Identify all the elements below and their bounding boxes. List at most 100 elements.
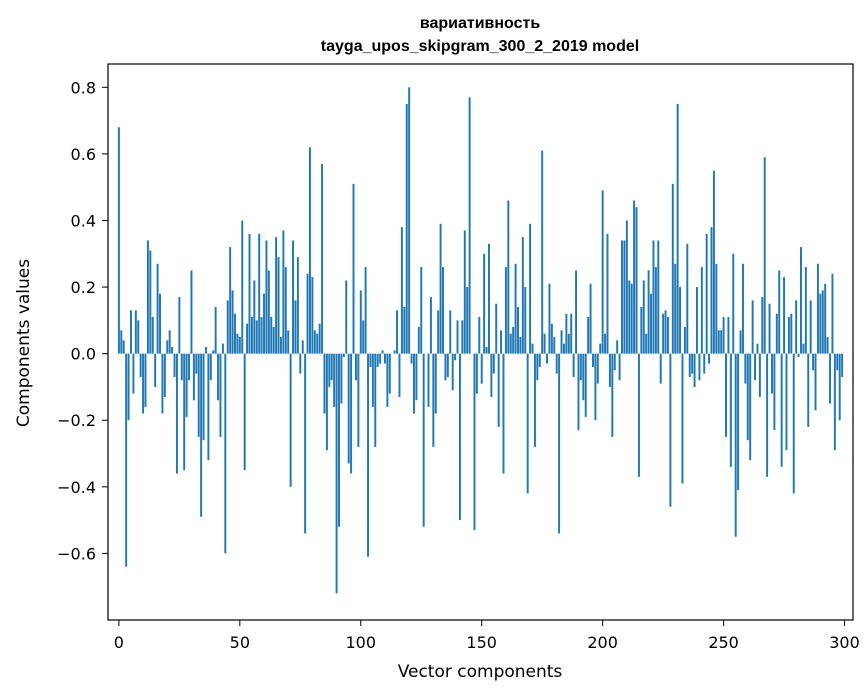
y-tick-label: 0.6 [71,145,96,164]
bar [786,354,788,451]
bar [483,254,485,354]
bar [793,354,795,494]
bar [154,354,156,387]
bar [611,354,613,437]
bar [628,280,630,353]
bar [764,157,766,353]
bar [447,354,449,377]
bar [473,354,475,530]
bar [609,354,611,387]
bar [132,354,134,394]
bar [604,334,606,354]
bar [449,310,451,353]
bar [166,340,168,353]
bar [251,317,253,354]
bar [674,264,676,354]
bar [365,267,367,354]
bar [667,317,669,354]
bar [292,240,294,353]
bar [534,354,536,447]
bar [217,354,219,401]
y-tick-label: 0.2 [71,278,96,297]
bar [761,297,763,354]
bar [249,234,251,354]
bar [309,147,311,353]
bar [164,354,166,397]
bar [253,280,255,353]
bar [720,330,722,353]
bar [135,310,137,353]
bar [118,127,120,353]
bar [178,297,180,354]
bar [263,294,265,354]
bar [227,300,229,353]
bar [544,334,546,354]
bar [413,354,415,414]
bar [752,300,754,353]
bar [529,224,531,354]
bar [568,334,570,354]
bar [437,310,439,353]
bar [261,317,263,354]
x-tick-label: 250 [708,633,739,652]
bar [157,264,159,354]
bar [556,354,558,374]
bar [754,354,756,381]
bar [766,354,768,477]
bar [546,354,548,364]
bar [280,337,282,354]
bar [423,354,425,527]
bar [551,324,553,354]
bar [319,324,321,354]
bar [575,270,577,353]
bar [326,354,328,451]
bar [411,354,413,364]
bar [773,354,775,431]
bar [730,354,732,467]
bar [839,354,841,421]
bar [677,104,679,354]
bar [810,300,812,353]
bar [265,240,267,353]
bar [486,347,488,354]
bar [120,330,122,353]
x-tick-label: 0 [114,633,124,652]
bar [314,330,316,353]
bar [621,240,623,353]
bar [805,267,807,354]
bar [744,354,746,384]
bar [278,257,280,354]
bar [599,344,601,354]
bar [626,220,628,353]
bar [495,304,497,354]
bar [488,244,490,354]
bar [336,354,338,594]
bar [645,334,647,354]
bar [241,220,243,353]
y-tick-label: −0.2 [57,411,96,430]
bar [638,354,640,477]
bar [258,234,260,354]
bar [362,320,364,353]
bar [469,97,471,353]
bar [476,354,478,394]
bar [186,354,188,417]
bar [800,247,802,354]
bar [841,354,843,377]
bar [524,287,526,354]
bar [355,354,357,381]
bar [619,354,621,381]
bar [725,354,727,437]
bar [500,330,502,353]
bar [195,354,197,374]
bar [328,354,330,387]
bar [623,240,625,353]
bar [324,354,326,414]
bar [169,330,171,353]
bar [190,270,192,353]
bar [665,310,667,353]
bar [171,347,173,354]
bar [742,264,744,354]
bar [602,191,604,354]
bar [553,337,555,354]
